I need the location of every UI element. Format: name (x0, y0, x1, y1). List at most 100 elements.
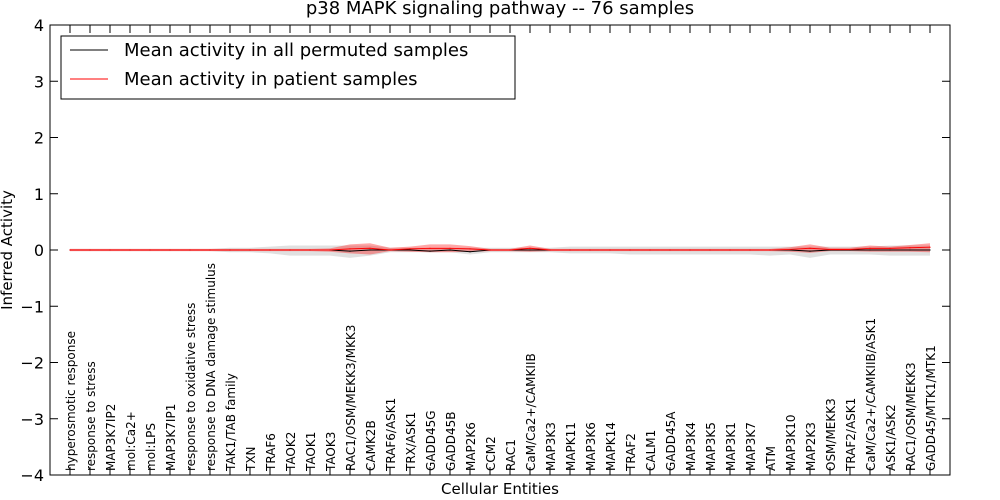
x-tick-label: TRAF2 (624, 433, 638, 472)
data-point (889, 249, 891, 251)
x-tick-label: MAP2K6 (464, 422, 478, 471)
x-axis-label: Cellular Entities (441, 480, 559, 498)
data-point (629, 249, 631, 251)
x-tick-label: TRAF6 (264, 433, 278, 472)
band-permuted (70, 245, 930, 258)
data-point (189, 249, 191, 251)
x-tick-label: GADD45G (424, 410, 438, 471)
data-point (689, 249, 691, 251)
data-point (369, 249, 371, 251)
x-tick-label: MAP3K3 (544, 422, 558, 471)
x-tick-label: MAP3K5 (704, 422, 718, 471)
y-tick-label: 2 (34, 129, 44, 148)
data-point (209, 249, 211, 251)
x-tick-label: response to stress (84, 361, 98, 471)
x-tick-label: CALM1 (644, 430, 658, 471)
data-point (929, 249, 931, 251)
y-tick-label: −3 (20, 410, 44, 429)
x-tick-label: GADD45B (444, 412, 458, 472)
x-tick-label: TAOK2 (284, 432, 298, 472)
data-point (909, 249, 911, 251)
x-tick-label: CaM/Ca2+/CAMKIIB/ASK1 (864, 318, 878, 471)
x-tick-label: MAP3K1 (724, 422, 738, 471)
x-tick-label: hyperosmotic response (64, 331, 78, 471)
data-point (709, 249, 711, 251)
line-patient (70, 246, 931, 251)
data-point (329, 249, 331, 251)
data-point (449, 247, 451, 249)
series-lines (69, 246, 931, 253)
x-tick-label: TAOK1 (304, 432, 318, 472)
x-tick-label: RAC1 (504, 439, 518, 471)
x-tick-label: RAC1/OSM/MEKK3 (904, 362, 918, 471)
x-tick-label: OSM/MEKK3 (824, 398, 838, 471)
x-tick-label: TAOK3 (324, 432, 338, 472)
data-point (349, 250, 351, 252)
x-tick-label: response to DNA damage stimulus (204, 263, 218, 471)
data-point (229, 249, 231, 251)
data-point (729, 249, 731, 251)
data-point (609, 249, 611, 251)
x-tick-label: CaM/Ca2+/CAMKIIB (524, 353, 538, 471)
data-point (669, 249, 671, 251)
chart-title: p38 MAPK signaling pathway -- 76 samples (306, 0, 694, 19)
data-point (749, 249, 751, 251)
y-tick-label: −2 (20, 354, 44, 373)
x-tick-label: MAP3K7IP1 (164, 404, 178, 471)
data-point (869, 247, 871, 249)
x-tick-label: MAP3K7 (744, 422, 758, 471)
uncertainty-bands (70, 243, 930, 258)
y-tick-label: 4 (34, 16, 44, 35)
legend-label-permuted: Mean activity in all permuted samples (124, 40, 468, 61)
y-axis-label: Inferred Activity (0, 190, 16, 310)
data-point (129, 249, 131, 251)
x-tick-label: GADD45/MTK1/MTK1 (924, 345, 938, 471)
data-point (649, 249, 651, 251)
data-point (109, 249, 111, 251)
x-tick-label: TXN (244, 446, 258, 472)
data-point (249, 249, 251, 251)
data-point (289, 249, 291, 251)
data-point (529, 247, 531, 249)
legend-label-patient: Mean activity in patient samples (124, 69, 418, 90)
x-tick-label: MAP3K7IP2 (104, 404, 118, 471)
x-tick-label: GADD45A (664, 411, 678, 471)
x-tick-label: TRAF2/ASK1 (844, 398, 858, 472)
data-point (469, 251, 471, 253)
data-point (389, 249, 391, 251)
data-point (369, 247, 371, 249)
data-point (869, 249, 871, 251)
data-point (469, 248, 471, 250)
x-tick-label: TAK1/TAB family (224, 373, 238, 472)
plot-frame (49, 24, 951, 476)
legend: Mean activity in all permuted samples Me… (60, 35, 516, 100)
data-point (849, 248, 851, 251)
y-tick-label: 1 (34, 185, 44, 204)
x-tick-label: response to oxidative stress (184, 303, 198, 471)
data-point (169, 249, 171, 251)
data-point (269, 249, 271, 251)
data-point (509, 249, 511, 251)
x-tick-label: CAMK2B (364, 420, 378, 471)
x-tick-label: mol:Ca2+ (124, 411, 138, 471)
x-tick-label: MAPK14 (604, 422, 618, 471)
legend-box (60, 35, 516, 100)
data-point (829, 248, 831, 251)
x-tick-label: RAC1/OSM/MEKK3/MKK3 (344, 325, 358, 471)
data-point (809, 250, 811, 252)
x-tick-label: MAP3K10 (784, 414, 798, 471)
x-tick-label: CCM2 (484, 436, 498, 471)
data-point (789, 248, 791, 251)
data-point (409, 249, 411, 251)
x-tick-label: TRAF6/ASK1 (384, 398, 398, 472)
data-point (929, 246, 931, 248)
x-axis: hyperosmotic response response to stress M… (64, 25, 938, 475)
x-tick-label: MAP2K3 (804, 422, 818, 471)
x-tick-label: MAP3K6 (584, 422, 598, 471)
data-point (149, 249, 151, 251)
data-point (429, 250, 431, 252)
data-point (769, 249, 771, 251)
data-point (809, 247, 811, 249)
data-point (529, 249, 531, 251)
